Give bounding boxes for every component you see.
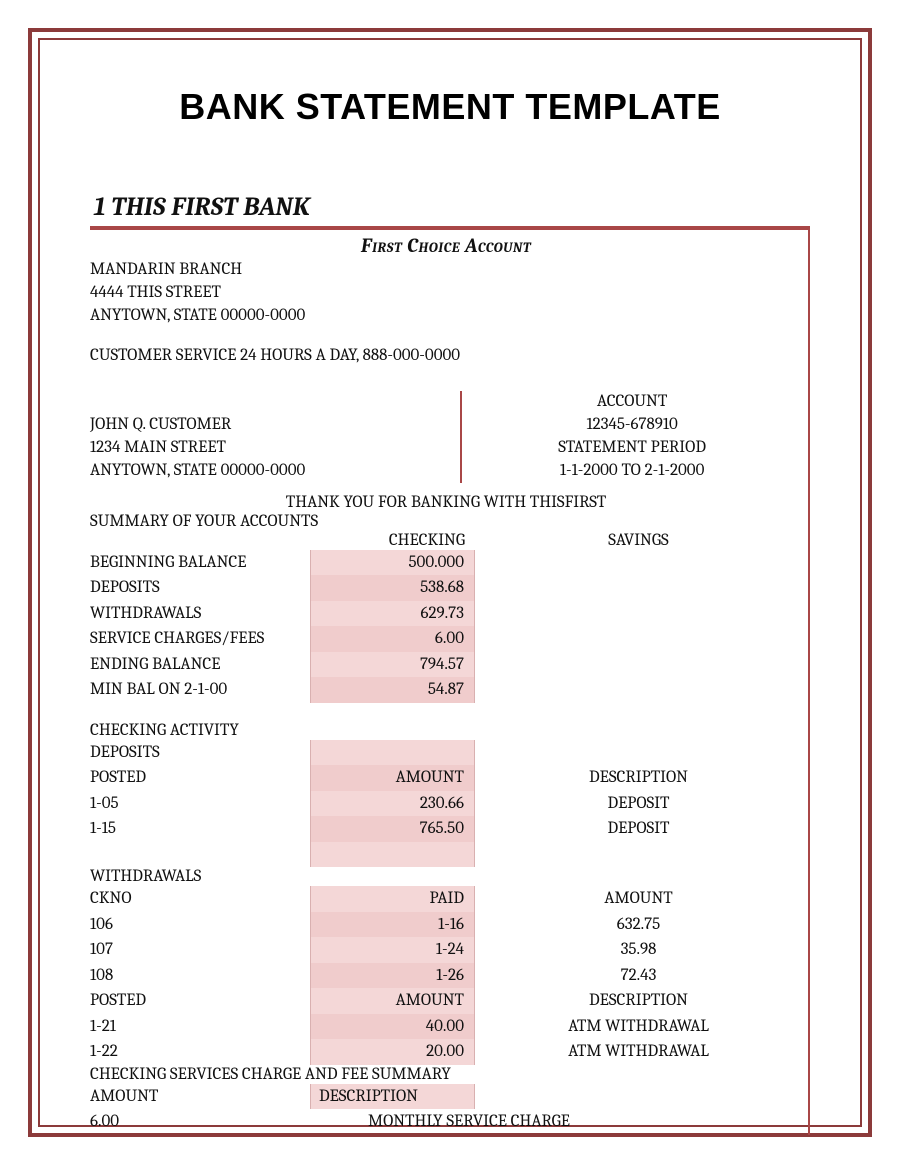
atm-posted: 1-21: [90, 1014, 310, 1040]
summary-row-label: WITHDRAWALS: [90, 601, 310, 627]
bank-heading: 1 THIS FIRST BANK: [90, 192, 810, 222]
outer-frame: BANK STATEMENT TEMPLATE 1 THIS FIRST BAN…: [28, 28, 872, 1137]
withdrawal-ckno: 106: [90, 912, 310, 938]
statement-body: First Choice Account MANDARIN BRANCH 444…: [90, 230, 810, 1135]
summary-table: BEGINNING BALANCE 500.000 DEPOSITS 538.6…: [90, 550, 802, 703]
branch-block: MANDARIN BRANCH 4444 THIS STREET ANYTOWN…: [90, 259, 802, 328]
atm-desc: ATM WITHDRAWAL: [475, 1014, 802, 1040]
deposits-col-amount: AMOUNT: [310, 765, 475, 791]
deposits-col-desc: DESCRIPTION: [475, 765, 802, 791]
period-value: 1-1-2000 TO 2-1-2000: [462, 460, 802, 483]
deposit-posted: 1-05: [90, 791, 310, 817]
fee-desc: MONTHLY SERVICE CHARGE: [310, 1109, 802, 1135]
withdrawals-col-amount2: AMOUNT: [310, 988, 475, 1014]
atm-amount: 40.00: [310, 1014, 475, 1040]
summary-row-label: SERVICE CHARGES/FEES: [90, 626, 310, 652]
withdrawals-col-ckno: CKNO: [90, 886, 310, 912]
deposit-amount: 230.66: [310, 791, 475, 817]
account-label: ACCOUNT: [462, 391, 802, 414]
withdrawal-amount: 632.75: [475, 912, 802, 938]
summary-row-label: DEPOSITS: [90, 575, 310, 601]
customer-service-line: CUSTOMER SERVICE 24 HOURS A DAY, 888-000…: [90, 346, 802, 365]
summary-row-value: 54.87: [310, 677, 475, 703]
summary-row-label: MIN BAL ON 2-1-00: [90, 677, 310, 703]
summary-col-checking: CHECKING: [310, 531, 475, 550]
fees-table: AMOUNT DESCRIPTION 6.00 MONTHLY SERVICE …: [90, 1084, 802, 1135]
withdrawals-heading: WITHDRAWALS: [90, 867, 802, 886]
summary-col-savings: SAVINGS: [475, 531, 802, 550]
summary-row-label: BEGINNING BALANCE: [90, 550, 310, 576]
account-number: 12345-678910: [462, 414, 802, 437]
customer-block: JOHN Q. CUSTOMER 1234 MAIN STREET ANYTOW…: [90, 391, 460, 483]
period-label: STATEMENT PERIOD: [462, 437, 802, 460]
withdrawal-amount: 35.98: [475, 937, 802, 963]
fees-col-amount: AMOUNT: [90, 1084, 310, 1110]
branch-name: MANDARIN BRANCH: [90, 259, 802, 282]
branch-street: 4444 THIS STREET: [90, 282, 802, 305]
customer-name: JOHN Q. CUSTOMER: [90, 414, 460, 437]
deposits-col-posted: POSTED: [90, 765, 310, 791]
customer-city: ANYTOWN, STATE 00000-0000: [90, 460, 460, 483]
summary-row-label: ENDING BALANCE: [90, 652, 310, 678]
deposits-heading: DEPOSITS: [90, 740, 310, 766]
withdrawal-paid: 1-24: [310, 937, 475, 963]
summary-heading: SUMMARY OF YOUR ACCOUNTS: [90, 512, 802, 531]
summary-row-value: 629.73: [310, 601, 475, 627]
summary-row-value: 538.68: [310, 575, 475, 601]
fees-col-desc: DESCRIPTION: [310, 1084, 475, 1110]
summary-col-headers: CHECKING SAVINGS: [90, 531, 802, 550]
withdrawal-amount: 72.43: [475, 963, 802, 989]
account-info-block: ACCOUNT 12345-678910 STATEMENT PERIOD 1-…: [460, 391, 802, 483]
summary-row-value: 500.000: [310, 550, 475, 576]
atm-posted: 1-22: [90, 1039, 310, 1065]
summary-row-value: 794.57: [310, 652, 475, 678]
thank-you-line: THANK YOU FOR BANKING WITH THISFIRST: [90, 493, 802, 512]
withdrawals-table: CKNO PAID AMOUNT 106 1-16 632.75 107 1-2…: [90, 886, 802, 1065]
withdrawal-paid: 1-26: [310, 963, 475, 989]
deposit-posted: 1-15: [90, 816, 310, 842]
fees-heading: CHECKING SERVICES CHARGE AND FEE SUMMARY: [90, 1065, 802, 1084]
withdrawal-paid: 1-16: [310, 912, 475, 938]
summary-row-value: 6.00: [310, 626, 475, 652]
deposit-desc: DEPOSIT: [475, 791, 802, 817]
deposit-amount: 765.50: [310, 816, 475, 842]
withdrawal-ckno: 107: [90, 937, 310, 963]
customer-account-row: JOHN Q. CUSTOMER 1234 MAIN STREET ANYTOW…: [90, 391, 802, 483]
withdrawal-ckno: 108: [90, 963, 310, 989]
customer-street: 1234 MAIN STREET: [90, 437, 460, 460]
checking-activity-heading: CHECKING ACTIVITY: [90, 721, 802, 740]
document-title: BANK STATEMENT TEMPLATE: [90, 86, 810, 128]
deposit-desc: DEPOSIT: [475, 816, 802, 842]
branch-city: ANYTOWN, STATE 00000-0000: [90, 305, 802, 328]
atm-amount: 20.00: [310, 1039, 475, 1065]
withdrawals-col-paid: PAID: [310, 886, 475, 912]
inner-frame: BANK STATEMENT TEMPLATE 1 THIS FIRST BAN…: [38, 38, 862, 1127]
withdrawals-col-amount: AMOUNT: [475, 886, 802, 912]
withdrawals-col-posted: POSTED: [90, 988, 310, 1014]
deposits-table: DEPOSITS POSTED AMOUNT DESCRIPTION 1-05 …: [90, 740, 802, 868]
withdrawals-col-desc: DESCRIPTION: [475, 988, 802, 1014]
atm-desc: ATM WITHDRAWAL: [475, 1039, 802, 1065]
account-title: First Choice Account: [90, 230, 802, 259]
fee-amount: 6.00: [90, 1109, 310, 1135]
